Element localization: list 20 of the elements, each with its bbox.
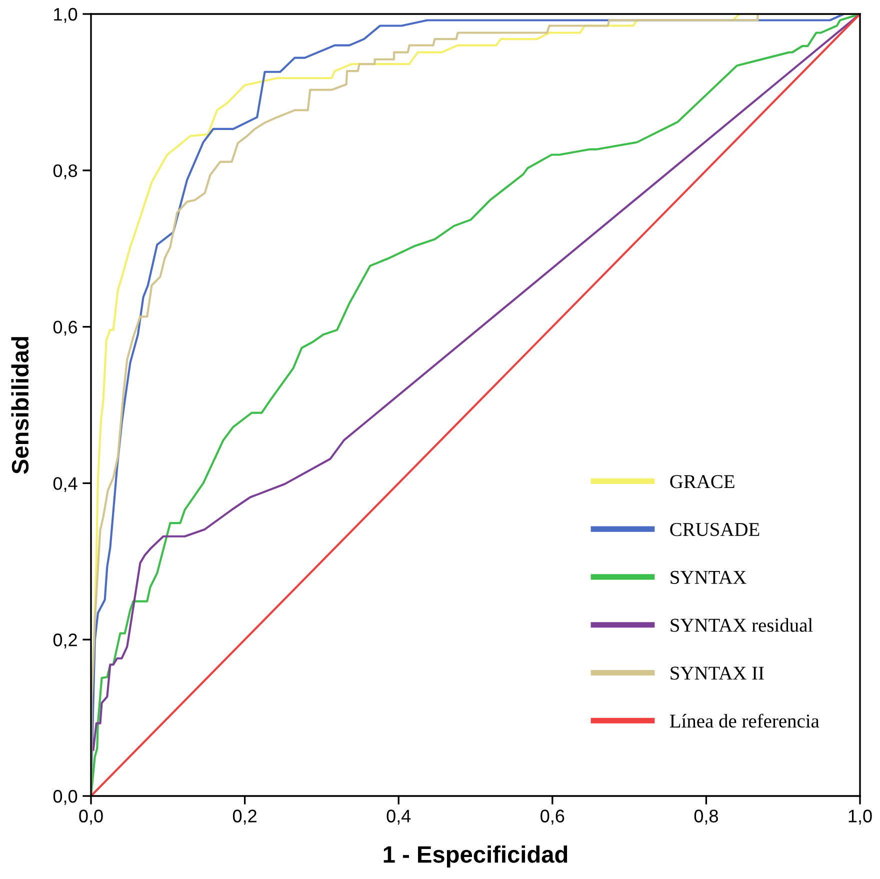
x-axis-title: 1 - Especificidad <box>384 845 568 868</box>
y-tick-label: 0,4 <box>53 477 78 492</box>
x-tick-label: 0,4 <box>386 810 411 825</box>
y-tick-label: 0,2 <box>53 634 77 648</box>
legend-label: CRUSADE <box>670 523 760 536</box>
y-tick-label: 1,0 <box>54 8 78 23</box>
y-axis-title: Sensibilidad <box>11 337 29 474</box>
y-tick-label: 0,0 <box>53 790 78 805</box>
x-tick-label: 0,0 <box>79 810 103 825</box>
x-tick-label: 0,6 <box>540 810 564 825</box>
y-tick-label: 0,6 <box>53 320 78 336</box>
x-tick-label: 0,8 <box>694 810 718 825</box>
x-tick-label: 1,0 <box>848 810 872 825</box>
legend-label: SYNTAX residual <box>670 618 813 632</box>
legend-label: SYNTAX <box>670 570 746 584</box>
legend-label: GRACE <box>670 475 734 488</box>
x-tick-label: 0,2 <box>232 810 256 825</box>
legend-label: SYNTAX II <box>670 666 764 680</box>
y-tick-label: 0,8 <box>53 164 78 180</box>
legend-label: Línea de referencia <box>670 714 820 728</box>
